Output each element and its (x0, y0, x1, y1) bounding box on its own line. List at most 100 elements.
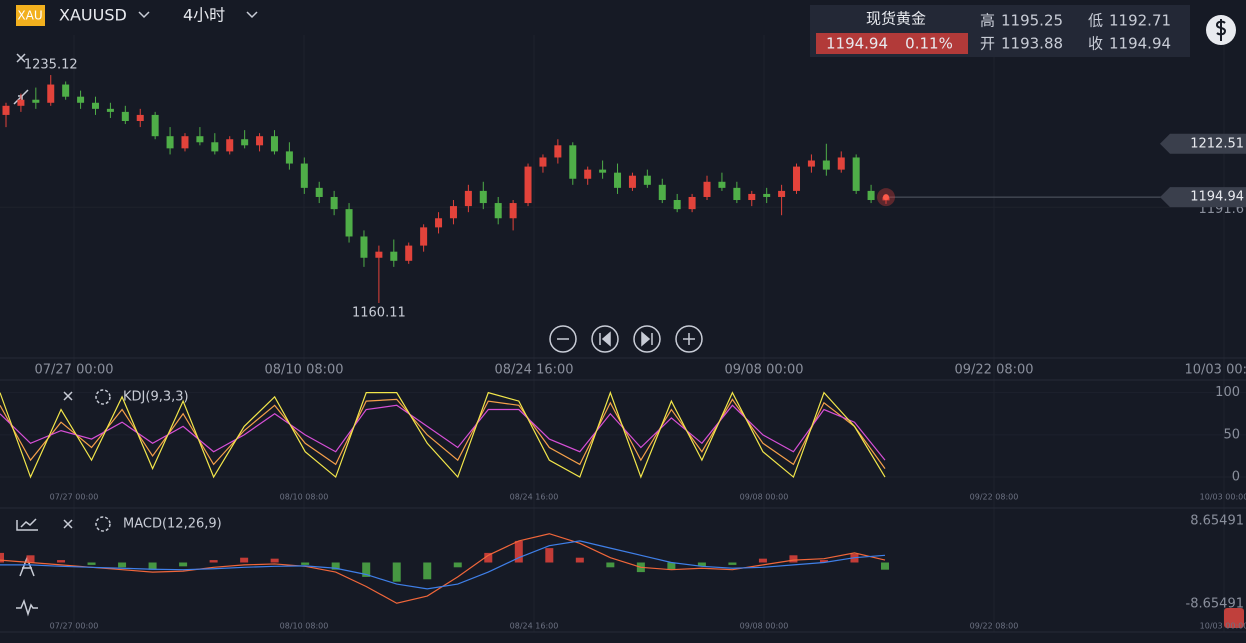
macd-bar (697, 562, 706, 567)
macd-bar (301, 562, 310, 565)
candle-body (121, 111, 129, 122)
macd-bar (57, 560, 66, 563)
interval[interactable]: 4小时 (183, 6, 225, 25)
candle-body (464, 190, 472, 207)
macd-bar (362, 562, 371, 577)
candle-body (748, 193, 756, 201)
corner-button[interactable] (1224, 608, 1244, 628)
candle-body (822, 160, 830, 170)
zoom-out[interactable] (549, 325, 577, 353)
macd-settings[interactable] (95, 516, 111, 532)
candle-body (539, 157, 547, 167)
candle-body (569, 145, 577, 179)
nav-buttons (549, 325, 703, 353)
indicator-line (0, 398, 886, 469)
macd-bar (545, 548, 554, 563)
panel-separators (0, 357, 1246, 633)
scroll-end[interactable] (633, 325, 661, 353)
indicator-icon[interactable] (16, 518, 38, 531)
candle-body (703, 181, 711, 197)
x-tick-label-small: 07/27 00:00 (50, 493, 99, 502)
close-label: 收 (1088, 35, 1103, 53)
price-tag (1160, 187, 1246, 208)
candle-body (867, 190, 875, 201)
candle-body (658, 184, 666, 201)
x-tick-label-small: 09/08 00:00 (740, 622, 789, 631)
candle-body (91, 102, 99, 109)
candle-body (554, 145, 562, 158)
indicator-line (0, 404, 886, 461)
last-price-dot (883, 194, 889, 201)
x-tick-label: 08/24 16:00 (494, 363, 573, 378)
zoom-in[interactable] (675, 325, 703, 353)
candle-body (837, 157, 845, 170)
candle-body (599, 169, 607, 173)
x-tick-label-small: 10/03 00:00 (1200, 493, 1246, 502)
quote-name: 现货黄金 (866, 10, 926, 28)
candle-body (77, 96, 85, 103)
macd-bar (484, 552, 493, 563)
candle-body (2, 105, 10, 115)
macd-bar (26, 555, 35, 563)
symbol[interactable]: XAUUSD (59, 6, 127, 25)
candle-body (524, 166, 532, 204)
badge-text: XAU (17, 9, 42, 23)
macd-bar (758, 558, 767, 563)
y-tick-label: 100 (1215, 385, 1240, 400)
open-label: 开 (980, 35, 995, 53)
macd-bar (819, 560, 828, 563)
macd-bar (667, 562, 676, 570)
macd-bar (453, 562, 462, 568)
scroll-start[interactable] (591, 325, 619, 353)
candle-body (718, 181, 726, 188)
candle-body (449, 206, 457, 219)
macd-bar (881, 562, 889, 570)
macd-bar (0, 552, 4, 563)
kdj-settings[interactable] (95, 389, 111, 405)
candle-body (778, 190, 786, 197)
symbol-badge (16, 5, 45, 26)
candle-body (673, 200, 681, 210)
x-tick-label: 09/22 08:00 (954, 363, 1033, 378)
macd-bar (118, 562, 127, 568)
close-kdj[interactable] (63, 391, 73, 401)
macd-bar (392, 562, 401, 582)
candle-body (226, 139, 234, 152)
macd-bar (148, 562, 157, 570)
price-tag-label: 1194.94 (1190, 190, 1244, 205)
candle-body (360, 236, 368, 258)
candle-body (285, 151, 293, 164)
interval-dropdown[interactable] (246, 11, 258, 19)
y-tick-label: 50 (1223, 427, 1240, 442)
candle-body (688, 196, 696, 210)
candle-body (793, 166, 801, 191)
min-label: 1160.11 (352, 306, 406, 321)
candle-body (420, 227, 428, 246)
macd-bar (209, 560, 218, 563)
candle-body (584, 169, 592, 179)
y-tick-label: 0 (1232, 470, 1240, 485)
symbol-dropdown[interactable] (138, 11, 150, 19)
close-macd[interactable] (63, 519, 73, 529)
price-box (816, 33, 968, 54)
candle-body (614, 172, 622, 188)
macd-bar (240, 557, 249, 563)
x-tick-label: 07/27 00:00 (34, 363, 113, 378)
candle-body (315, 187, 323, 197)
wave-tool[interactable] (16, 598, 38, 617)
candle-body (330, 196, 338, 210)
max-label: 1235.12 (24, 58, 78, 73)
candle-body (62, 84, 70, 97)
x-tick-label: 08/10 08:00 (264, 363, 343, 378)
macd-bar (179, 562, 188, 567)
close-main[interactable] (16, 53, 26, 63)
x-tick-label: 09/08 00:00 (724, 363, 803, 378)
candle-body (300, 163, 308, 188)
candle-body (628, 175, 636, 188)
x-tick-label-small: 09/08 00:00 (740, 493, 789, 502)
close: 1194.94 (1109, 35, 1171, 53)
price-tag-label: 1212.51 (1190, 136, 1244, 151)
open: 1193.88 (1001, 35, 1063, 53)
change: 0.11% (905, 35, 953, 53)
